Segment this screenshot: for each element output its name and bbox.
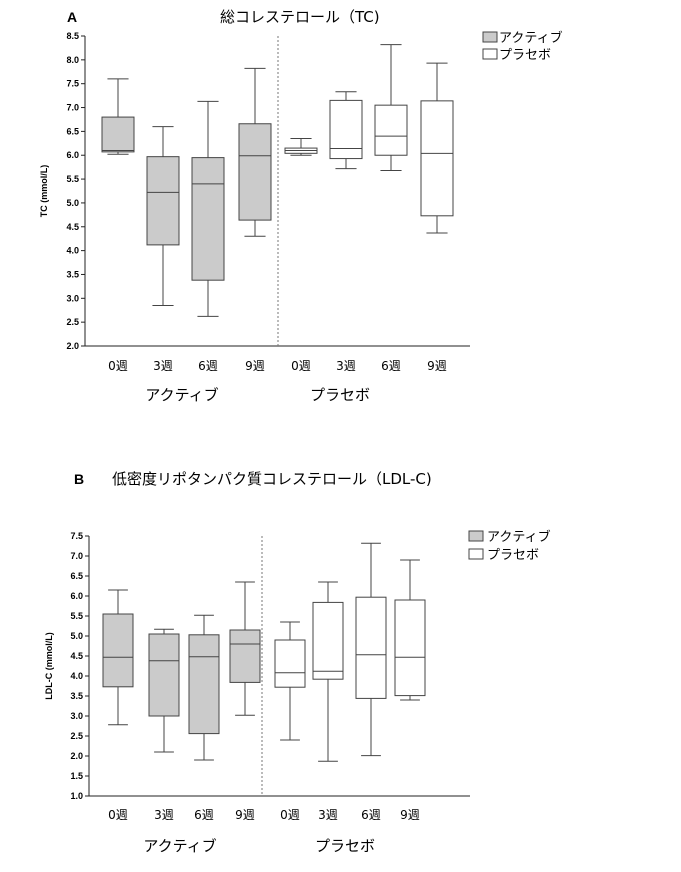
y-tick-label: 6.5 [70, 571, 83, 581]
chart-title: 総コレステロール（TC) [220, 8, 380, 26]
y-tick-label: 2.5 [70, 731, 83, 741]
y-tick-label: 3.5 [70, 691, 83, 701]
box-iqr [394, 599, 426, 697]
group-label-active: アクティブ [143, 837, 216, 855]
x-category-label: 6週 [198, 359, 218, 373]
y-tick-label: 3.0 [66, 293, 79, 303]
y-tick-label: 7.5 [70, 531, 83, 541]
y-axis-label: TC (mmol/L) [39, 165, 49, 218]
box-iqr [102, 613, 134, 688]
box-placebo-1 [329, 91, 363, 170]
box-iqr [148, 633, 180, 717]
y-tick-label: 8.0 [66, 55, 79, 65]
x-category-label: 6週 [194, 808, 214, 822]
panel-letter: B [74, 471, 84, 487]
y-tick-label: 8.5 [66, 31, 79, 41]
box-placebo-2 [355, 542, 387, 757]
y-axis-label: LDL-C (mmol/L) [44, 632, 54, 700]
y-tick-label: 2.0 [66, 341, 79, 351]
legend-label-active: アクティブ [487, 529, 551, 545]
box-iqr [312, 601, 344, 680]
box-active-1 [146, 126, 180, 306]
x-category-label: 3週 [153, 359, 173, 373]
y-tick-label: 4.0 [66, 246, 79, 256]
x-category-label: 0週 [291, 359, 311, 373]
y-tick-label: 3.5 [66, 269, 79, 279]
y-tick-label: 7.0 [66, 103, 79, 113]
legend-swatch-active [482, 31, 498, 43]
y-tick-label: 6.0 [70, 591, 83, 601]
x-category-label: 3週 [154, 808, 174, 822]
box-placebo-1 [312, 581, 344, 762]
y-tick-label: 5.5 [70, 611, 83, 621]
legend-swatch-active [468, 530, 484, 542]
group-label-placebo: プラセボ [310, 386, 370, 404]
y-tick-label: 7.5 [66, 79, 79, 89]
box-active-3 [238, 67, 272, 237]
box-iqr [238, 123, 272, 221]
x-category-label: 0週 [108, 808, 128, 822]
legend-label-placebo: プラセボ [499, 48, 551, 63]
box-iqr [374, 104, 408, 156]
y-tick-label: 6.0 [66, 150, 79, 160]
chart-title: 低密度リポタンパク質コレステロール（LDL-C) [112, 470, 432, 488]
box-iqr [355, 596, 387, 699]
y-tick-label: 7.0 [70, 551, 83, 561]
box-iqr [274, 639, 306, 688]
x-category-label: 9週 [235, 808, 255, 822]
x-category-label: 0週 [108, 359, 128, 373]
box-iqr [101, 116, 135, 153]
x-category-label: 0週 [280, 808, 300, 822]
group-label-placebo: プラセボ [315, 837, 375, 855]
box-active-2 [191, 100, 225, 317]
box-iqr [191, 157, 225, 281]
box-active-0 [101, 78, 135, 155]
box-active-0 [102, 589, 134, 726]
box-iqr [229, 629, 261, 683]
group-label-active: アクティブ [145, 386, 218, 404]
y-tick-label: 5.0 [66, 198, 79, 208]
box-iqr [188, 634, 220, 735]
y-tick-label: 4.0 [70, 671, 83, 681]
x-category-label: 3週 [336, 359, 356, 373]
x-category-label: 6週 [381, 359, 401, 373]
x-category-label: 9週 [400, 808, 420, 822]
box-active-3 [229, 581, 261, 716]
y-tick-label: 3.0 [70, 711, 83, 721]
legend-swatch-placebo [482, 48, 498, 60]
legend-label-placebo: プラセボ [487, 548, 539, 563]
x-category-label: 9週 [245, 359, 265, 373]
x-category-label: 3週 [318, 808, 338, 822]
box-iqr [329, 99, 363, 160]
legend-swatch-placebo [468, 548, 484, 560]
box-placebo-2 [374, 44, 408, 171]
box-active-1 [148, 628, 180, 753]
box-placebo-3 [394, 559, 426, 701]
y-tick-label: 4.5 [66, 222, 79, 232]
box-placebo-0 [284, 138, 318, 156]
panel-letter: A [67, 9, 77, 25]
box-placebo-0 [274, 621, 306, 741]
y-tick-label: 1.5 [70, 771, 83, 781]
y-tick-label: 6.5 [66, 126, 79, 136]
y-tick-label: 2.5 [66, 317, 79, 327]
y-tick-label: 1.0 [70, 791, 83, 801]
box-active-2 [188, 614, 220, 761]
box-placebo-3 [420, 62, 454, 234]
y-tick-label: 2.0 [70, 751, 83, 761]
box-iqr [146, 156, 180, 246]
box-iqr [420, 100, 454, 217]
x-category-label: 6週 [361, 808, 381, 822]
y-tick-label: 4.5 [70, 651, 83, 661]
x-category-label: 9週 [427, 359, 447, 373]
y-tick-label: 5.5 [66, 174, 79, 184]
y-tick-label: 5.0 [70, 631, 83, 641]
legend-label-active: アクティブ [499, 30, 563, 46]
